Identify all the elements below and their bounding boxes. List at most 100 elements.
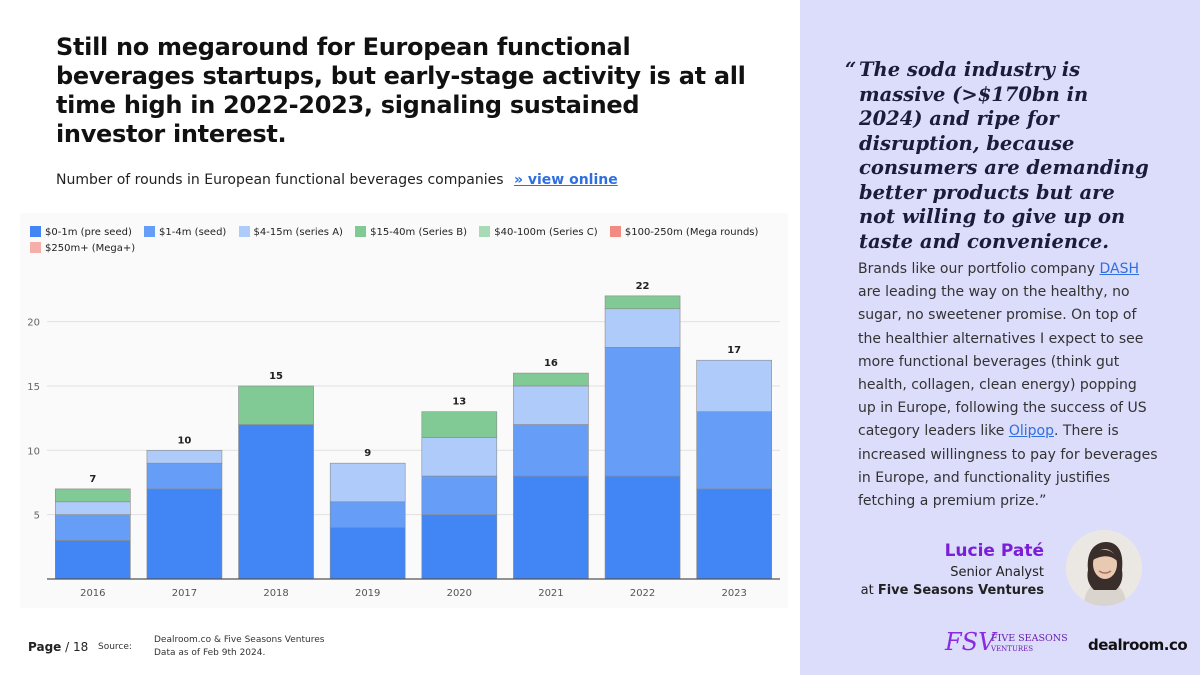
legend-swatch (609, 226, 621, 237)
legend-swatch (238, 226, 250, 237)
bar-segment (146, 450, 223, 464)
legend-item-series-c: $40-100m (Series C) (479, 225, 598, 241)
left-panel: Still no megaround for European function… (27, 33, 780, 660)
bar-segment (55, 514, 131, 541)
dash-link[interactable]: DASH (1099, 261, 1140, 277)
legend-label: $250m+ (Mega+) (45, 243, 136, 254)
five-seasons-logo: FSV FIVE SEASONS VENTURES (945, 628, 1070, 658)
avatar (1066, 530, 1142, 606)
dealroom-logo: dealroom.co (1088, 636, 1188, 654)
bar-total-label: 17 (727, 345, 741, 356)
bar-segment (146, 488, 223, 580)
bar-segment (421, 411, 498, 438)
bar-total-label: 7 (89, 474, 96, 485)
bar-segment (55, 540, 131, 580)
source-line-2: Data as of Feb 9th 2024. (154, 648, 266, 658)
person-name: Lucie Paté (944, 541, 1044, 561)
company-name: Five Seasons Ventures (877, 583, 1044, 598)
body-text-1: Brands like our portfolio company (858, 261, 1100, 277)
open-quote-mark: “ (845, 58, 857, 81)
legend-item-mega-rounds: $100-250m (Mega rounds) (609, 225, 759, 241)
bar-segment (696, 359, 772, 412)
bar-total-label: 16 (544, 358, 558, 369)
person-role: Senior Analyst (950, 565, 1044, 580)
legend-swatch (144, 226, 156, 237)
x-tick-label: 2023 (721, 588, 746, 599)
legend-label: $100-250m (Mega rounds) (624, 227, 759, 238)
bar-segment (55, 488, 131, 503)
fsv-monogram: FSV (945, 628, 996, 656)
bar-segment (696, 488, 772, 580)
bar-segment (238, 424, 314, 580)
legend-label: $0-1m (pre seed) (45, 227, 132, 238)
x-tick-label: 2017 (172, 588, 197, 599)
legend-swatch (355, 226, 367, 237)
legend-label: $1-4m (seed) (159, 227, 227, 238)
x-tick-label: 2018 (263, 588, 288, 599)
y-tick-label: 5 (34, 511, 40, 522)
bar-segment (329, 462, 406, 503)
chart-subtitle: Number of rounds in European functional … (56, 172, 618, 188)
legend-swatch (30, 242, 41, 253)
bar-segment (421, 475, 498, 515)
fsv-wordmark-line-1: FIVE SEASONS (991, 633, 1068, 644)
x-tick-label: 2022 (630, 588, 655, 599)
page-word: Page (28, 640, 62, 654)
bar-segment (146, 462, 223, 490)
legend-item-pre-seed: $0-1m (pre seed) (30, 225, 132, 241)
bar-segment (238, 385, 314, 425)
bar-segment (604, 347, 681, 477)
quote-block: “ The soda industry is massive (>$170bn … (845, 58, 1155, 254)
body-text-3: . There is increased willingness to pay … (858, 423, 1158, 510)
page-title: Still no megaround for European function… (56, 33, 746, 148)
legend-item-mega-plus: $250m+ (Mega+) (30, 241, 135, 257)
bar-segment (513, 385, 589, 425)
page-total: / 18 (61, 640, 89, 654)
view-online-link[interactable]: » view online (513, 172, 618, 188)
stacked-bar-chart: 5 10 15 20 7 2016 10 2017 15 2018 9 2019 13 2020 16 202… (27, 281, 780, 599)
body-text-2: are leading the way on the healthy, no s… (858, 284, 1147, 440)
person-company: at Five Seasons Ventures (861, 583, 1044, 598)
bar-segment (604, 475, 681, 580)
legend-swatch (479, 226, 491, 237)
bar-segment (513, 475, 589, 580)
chart-subtitle-text: Number of rounds in European functional … (56, 172, 504, 188)
bar-total-label: 10 (177, 435, 191, 446)
bar-segment (513, 372, 589, 387)
bar-segment (604, 308, 681, 348)
x-tick-label: 2016 (80, 588, 105, 599)
legend-label: $4-15m (series A) (253, 227, 343, 238)
bar-segment (513, 424, 589, 477)
bar-segment (421, 437, 498, 477)
legend-label: $15-40m (Series B) (370, 227, 468, 238)
legend-label: $40-100m (Series C) (494, 227, 598, 238)
y-tick-label: 15 (27, 382, 40, 393)
person-photo-icon (1066, 530, 1142, 606)
olipop-link[interactable]: Olipop (1008, 423, 1054, 440)
x-tick-label: 2019 (355, 588, 380, 599)
y-tick-label: 10 (27, 446, 40, 457)
source-label: Source: (98, 642, 132, 652)
bar-segment (55, 501, 131, 515)
bar-segment (421, 514, 498, 580)
bar-segment (329, 527, 406, 580)
quote-text: The soda industry is massive (>$170bn in… (859, 58, 1149, 253)
bar-segment (329, 501, 406, 528)
company-prefix: at (860, 583, 878, 598)
x-tick-label: 2020 (447, 588, 472, 599)
y-tick-label: 20 (27, 318, 40, 329)
bar-total-label: 15 (269, 371, 283, 382)
body-paragraph: Brands like our portfolio company DASH a… (858, 258, 1158, 513)
page-number: Page / 18 (28, 640, 88, 654)
legend-swatch (30, 226, 41, 237)
bar-total-label: 13 (452, 397, 466, 408)
source-line-1: Dealroom.co & Five Seasons Ventures (154, 635, 325, 645)
x-tick-label: 2021 (538, 588, 563, 599)
bar-segment (696, 411, 772, 490)
source-text: Dealroom.co & Five Seasons Ventures Data… (154, 634, 324, 660)
legend-item-series-b: $15-40m (Series B) (355, 225, 467, 241)
chart-legend: $0-1m (pre seed) $1-4m (seed) $4-15m (se… (30, 225, 770, 257)
legend-item-series-a: $4-15m (series A) (238, 225, 343, 241)
legend-item-seed: $1-4m (seed) (144, 225, 226, 241)
bar-total-label: 9 (364, 448, 371, 459)
